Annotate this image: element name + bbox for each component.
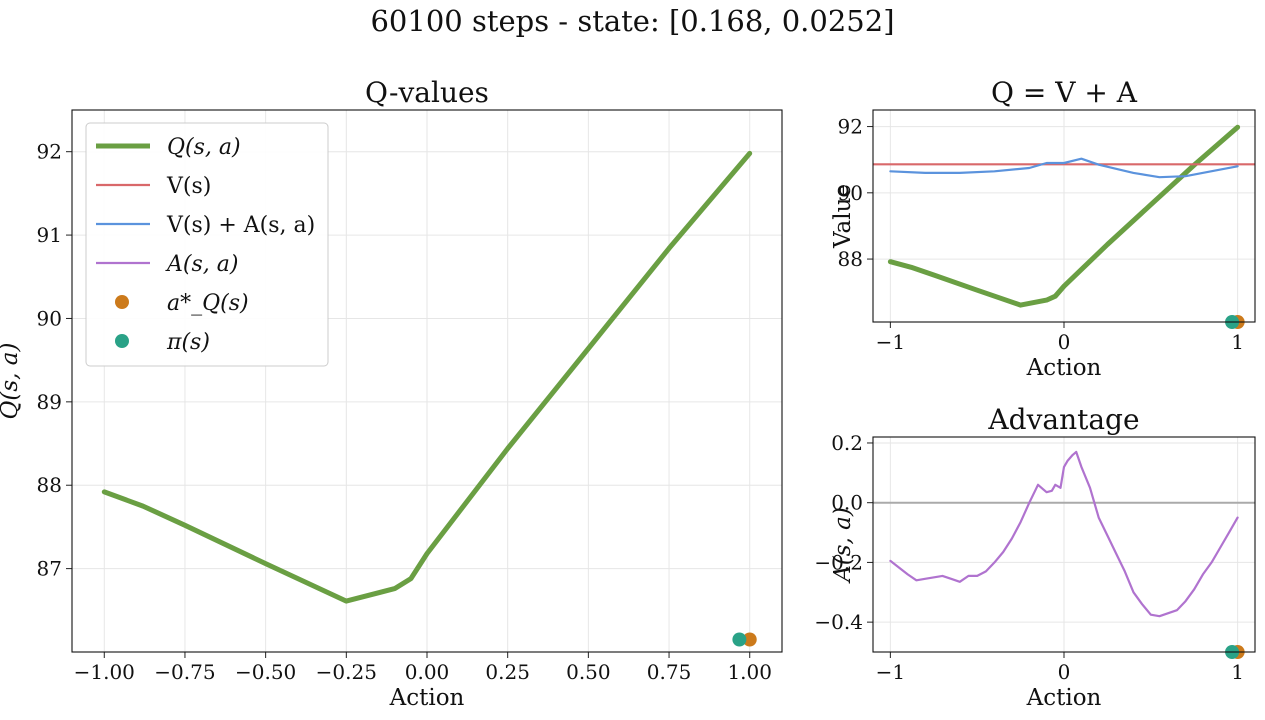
figure-title: 60100 steps - state: [0.168, 0.0252] xyxy=(370,4,895,38)
y-tick-label: 91 xyxy=(37,223,62,247)
x-tick-label: −0.50 xyxy=(235,660,296,684)
y-tick-label: 90 xyxy=(37,306,62,330)
y-tick-label: 92 xyxy=(37,140,62,164)
x-tick-label: 0 xyxy=(1058,330,1071,354)
y-tick-label: 87 xyxy=(37,557,62,581)
plot-area xyxy=(889,450,1239,618)
y-tick-label: 88 xyxy=(838,247,863,271)
plot-area xyxy=(873,124,1255,308)
axes-frame xyxy=(872,436,1256,653)
x-tick-label: 1 xyxy=(1231,660,1244,684)
x-tick-label: −1 xyxy=(876,330,905,354)
x-tick-label: −1 xyxy=(876,660,905,684)
marker-argmax-q xyxy=(742,632,757,647)
legend-label: A(s, a) xyxy=(165,252,238,277)
x-axis-label: Action xyxy=(1026,355,1102,381)
legend-label: a*_Q(s) xyxy=(167,291,249,316)
y-axis-label: A(s, a) xyxy=(830,507,856,584)
y-tick-label: 92 xyxy=(838,115,863,139)
legend-label: π(s) xyxy=(166,330,210,355)
marker-policy xyxy=(732,632,747,647)
x-tick-label: 0.00 xyxy=(405,660,450,684)
axes-title: Q-values xyxy=(365,76,489,109)
x-axis-label: Action xyxy=(389,685,465,711)
legend-label: V(s) + A(s, a) xyxy=(166,213,315,238)
y-tick-label: 0.0 xyxy=(831,491,863,515)
series-line-q-s-a xyxy=(887,124,1241,308)
x-tick-label: −0.25 xyxy=(316,660,377,684)
legend-frame xyxy=(85,122,329,367)
series-line-v-s-a-s-a xyxy=(889,157,1239,179)
axes-title: Advantage xyxy=(987,403,1139,436)
y-axis-label: Q(s, a) xyxy=(0,343,23,420)
axes-frame xyxy=(872,109,1256,323)
plot-area xyxy=(101,150,753,604)
legend: Q(s, a) V(s) V(s) + A(s, a) A(s, a) a*_Q(s) π… xyxy=(85,122,329,367)
advantage-panel: −1 0 1 −0.4 −0.2 0.0 0.2 Advantage Action A(s, a) xyxy=(814,403,1256,711)
legend-label: Q(s, a) xyxy=(167,135,241,160)
y-tick-label: −0.4 xyxy=(814,610,863,634)
y-axis-label: Value xyxy=(830,184,856,249)
x-tick-label: −1.00 xyxy=(74,660,135,684)
legend-marker xyxy=(115,334,129,348)
x-tick-label: 0.25 xyxy=(485,660,530,684)
x-tick-label: 0.50 xyxy=(566,660,611,684)
q-v-a-panel: −1 0 1 88 90 92 Q = V + A Action Value xyxy=(830,76,1256,381)
series-line-q-s-a xyxy=(101,150,753,604)
series-line-a-s-a xyxy=(889,450,1239,618)
y-tick-label: −0.2 xyxy=(814,550,863,574)
q-values-panel: −1.00 −0.75 −0.50 −0.25 0.00 0.25 0.50 0.75 1.00… xyxy=(0,76,783,711)
x-tick-label: 0 xyxy=(1058,660,1071,684)
legend-label: V(s) xyxy=(166,174,211,199)
x-axis-label: Action xyxy=(1026,685,1102,711)
x-tick-label: 1.00 xyxy=(727,660,772,684)
legend-marker xyxy=(115,295,129,309)
y-tick-label: 90 xyxy=(838,181,863,205)
axes-frame xyxy=(71,109,783,653)
x-tick-label: 0.75 xyxy=(647,660,692,684)
x-tick-label: 1 xyxy=(1231,330,1244,354)
y-tick-label: 0.2 xyxy=(831,431,863,455)
y-tick-label: 88 xyxy=(37,473,62,497)
x-tick-label: −0.75 xyxy=(154,660,215,684)
y-tick-label: 89 xyxy=(37,390,62,414)
axes-title: Q = V + A xyxy=(991,76,1138,109)
